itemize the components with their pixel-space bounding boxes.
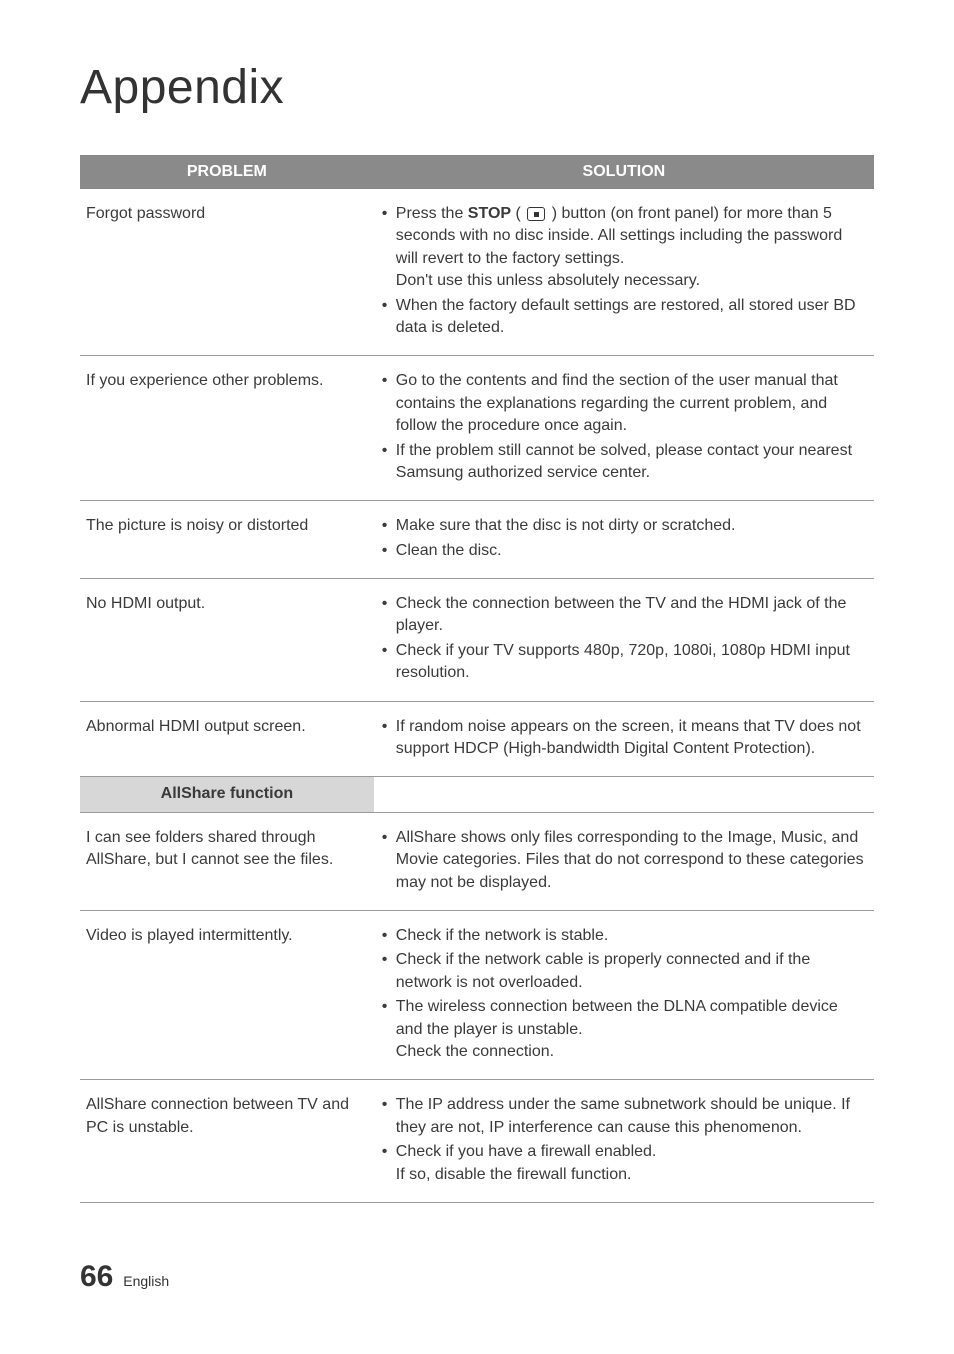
- solution-cell: The IP address under the same subnetwork…: [374, 1080, 874, 1203]
- solution-list: Go to the contents and find the section …: [380, 370, 864, 484]
- solution-list: Make sure that the disc is not dirty or …: [380, 515, 864, 562]
- solution-item: Check the connection between the TV and …: [380, 593, 864, 638]
- solution-cell: Check the connection between the TV and …: [374, 579, 874, 702]
- solution-item: If random noise appears on the screen, i…: [380, 716, 864, 761]
- table-row: I can see folders shared through AllShar…: [80, 812, 874, 910]
- header-problem: PROBLEM: [80, 155, 374, 189]
- solution-item: Clean the disc.: [380, 540, 864, 562]
- solution-cell: Press the STOP ( ) button (on front pane…: [374, 189, 874, 356]
- solution-list: The IP address under the same subnetwork…: [380, 1094, 864, 1186]
- solution-list: Press the STOP ( ) button (on front pane…: [380, 203, 864, 339]
- solution-item: AllShare shows only files corresponding …: [380, 827, 864, 894]
- solution-cell: AllShare shows only files corresponding …: [374, 812, 874, 910]
- section-empty-cell: [374, 777, 874, 812]
- table-row: Abnormal HDMI output screen.If random no…: [80, 701, 874, 777]
- table-row: Forgot passwordPress the STOP ( ) button…: [80, 189, 874, 356]
- solution-cell: If random noise appears on the screen, i…: [374, 701, 874, 777]
- troubleshoot-table: PROBLEM SOLUTION Forgot passwordPress th…: [80, 155, 874, 1203]
- solution-list: If random noise appears on the screen, i…: [380, 716, 864, 761]
- table-row: Video is played intermittently.Check if …: [80, 910, 874, 1079]
- solution-list: AllShare shows only files corresponding …: [380, 827, 864, 894]
- solution-list: Check the connection between the TV and …: [380, 593, 864, 685]
- problem-cell: If you experience other problems.: [80, 356, 374, 501]
- header-solution: SOLUTION: [374, 155, 874, 189]
- page-footer: 66 English: [80, 1260, 169, 1294]
- table-row: AllShare connection between TV and PC is…: [80, 1080, 874, 1203]
- problem-cell: Forgot password: [80, 189, 374, 356]
- solution-list: Check if the network is stable.Check if …: [380, 925, 864, 1063]
- solution-item: If the problem still cannot be solved, p…: [380, 440, 864, 485]
- solution-item: Check if the network cable is properly c…: [380, 949, 864, 994]
- table-row: If you experience other problems.Go to t…: [80, 356, 874, 501]
- solution-item: Check if you have a firewall enabled.If …: [380, 1141, 864, 1186]
- section-header: AllShare function: [80, 777, 374, 812]
- stop-icon: [527, 207, 545, 221]
- problem-cell: Video is played intermittently.: [80, 910, 374, 1079]
- solution-item: Check if your TV supports 480p, 720p, 10…: [380, 640, 864, 685]
- solution-cell: Go to the contents and find the section …: [374, 356, 874, 501]
- solution-item: Go to the contents and find the section …: [380, 370, 864, 437]
- solution-item: When the factory default settings are re…: [380, 295, 864, 340]
- table-row: The picture is noisy or distorted Make su…: [80, 501, 874, 579]
- problem-cell: AllShare connection between TV and PC is…: [80, 1080, 374, 1203]
- problem-cell: I can see folders shared through AllShar…: [80, 812, 374, 910]
- solution-item: The wireless connection between the DLNA…: [380, 996, 864, 1063]
- solution-cell: Make sure that the disc is not dirty or …: [374, 501, 874, 579]
- problem-cell: The picture is noisy or distorted: [80, 501, 374, 579]
- problem-cell: Abnormal HDMI output screen.: [80, 701, 374, 777]
- solution-item: The IP address under the same subnetwork…: [380, 1094, 864, 1139]
- table-row: No HDMI output.Check the connection betw…: [80, 579, 874, 702]
- solution-item: Press the STOP ( ) button (on front pane…: [380, 203, 864, 293]
- page-title: Appendix: [80, 60, 874, 115]
- solution-item: Make sure that the disc is not dirty or …: [380, 515, 864, 537]
- section-row: AllShare function: [80, 777, 874, 812]
- page-number: 66: [80, 1260, 113, 1293]
- solution-item: Check if the network is stable.: [380, 925, 864, 947]
- problem-cell: No HDMI output.: [80, 579, 374, 702]
- solution-cell: Check if the network is stable.Check if …: [374, 910, 874, 1079]
- page-language: English: [123, 1273, 169, 1289]
